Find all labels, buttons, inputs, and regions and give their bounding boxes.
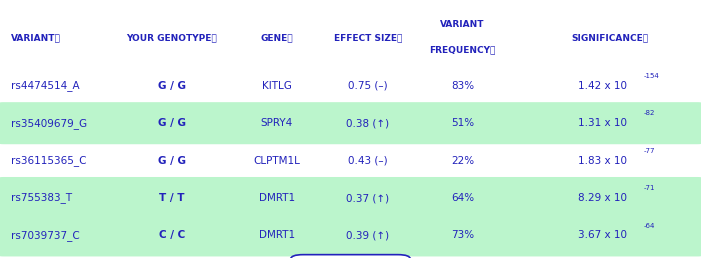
Text: 0.39 (↑): 0.39 (↑)	[346, 230, 390, 240]
Text: 1.31 x 10: 1.31 x 10	[578, 118, 627, 128]
Text: FREQUENCYⓘ: FREQUENCYⓘ	[430, 46, 496, 55]
Text: VARIANT: VARIANT	[440, 20, 485, 29]
Text: 64%: 64%	[451, 193, 474, 203]
Text: -77: -77	[644, 148, 655, 154]
Text: G / G: G / G	[158, 156, 186, 166]
FancyBboxPatch shape	[0, 102, 701, 144]
Text: KITLG: KITLG	[262, 81, 292, 91]
Text: -82: -82	[644, 110, 655, 116]
Text: rs755383_T: rs755383_T	[11, 192, 72, 204]
Text: 0.75 (–): 0.75 (–)	[348, 81, 388, 91]
Text: T / T: T / T	[159, 193, 184, 203]
Text: rs7039737_C: rs7039737_C	[11, 230, 79, 241]
Text: 0.37 (↑): 0.37 (↑)	[346, 193, 390, 203]
Text: SIGNIFICANCEⓘ: SIGNIFICANCEⓘ	[571, 33, 648, 42]
Text: -154: -154	[644, 73, 659, 79]
FancyBboxPatch shape	[0, 177, 701, 219]
Text: 51%: 51%	[451, 118, 474, 128]
Text: SPRY4: SPRY4	[261, 118, 293, 128]
Text: 0.38 (↑): 0.38 (↑)	[346, 118, 390, 128]
Text: 0.43 (–): 0.43 (–)	[348, 156, 388, 166]
Text: DMRT1: DMRT1	[259, 193, 295, 203]
Text: 73%: 73%	[451, 230, 474, 240]
Text: 83%: 83%	[451, 81, 474, 91]
Text: VARIANTⓘ: VARIANTⓘ	[11, 33, 60, 42]
Text: -64: -64	[644, 223, 655, 229]
Text: 22%: 22%	[451, 156, 474, 166]
Text: YOUR GENOTYPEⓘ: YOUR GENOTYPEⓘ	[126, 33, 217, 42]
Text: DMRT1: DMRT1	[259, 230, 295, 240]
Text: GENEⓘ: GENEⓘ	[261, 33, 293, 42]
Text: 1.42 x 10: 1.42 x 10	[578, 81, 627, 91]
Text: -71: -71	[644, 185, 655, 191]
Text: rs4474514_A: rs4474514_A	[11, 80, 79, 91]
Text: 3.67 x 10: 3.67 x 10	[578, 230, 627, 240]
Text: C / C: C / C	[158, 230, 185, 240]
FancyBboxPatch shape	[0, 214, 701, 256]
Text: 8.29 x 10: 8.29 x 10	[578, 193, 627, 203]
Text: CLPTM1L: CLPTM1L	[254, 156, 300, 166]
Text: rs36115365_C: rs36115365_C	[11, 155, 86, 166]
Text: rs35409679_G: rs35409679_G	[11, 118, 87, 129]
Text: EFFECT SIZEⓘ: EFFECT SIZEⓘ	[334, 33, 402, 42]
Text: 1.83 x 10: 1.83 x 10	[578, 156, 627, 166]
Text: G / G: G / G	[158, 81, 186, 91]
FancyBboxPatch shape	[291, 255, 411, 258]
Text: G / G: G / G	[158, 118, 186, 128]
